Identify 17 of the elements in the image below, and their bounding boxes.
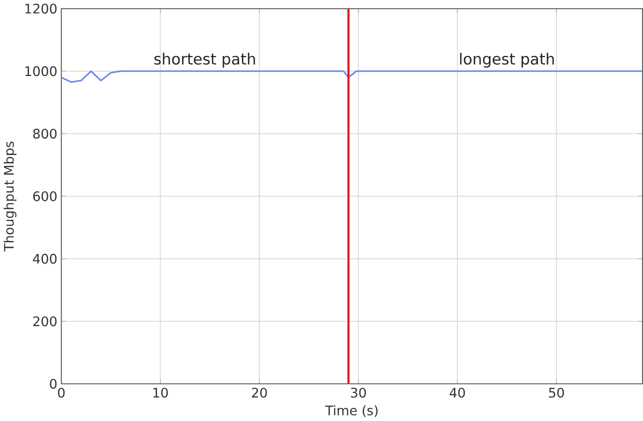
y-tick-label: 1000 xyxy=(25,66,57,76)
x-axis-title: Time (s) xyxy=(325,405,378,418)
y-tick-label: 1200 xyxy=(25,4,57,14)
y-tick-label: 200 xyxy=(33,316,57,326)
x-tick-label: 30 xyxy=(351,388,366,398)
annotation: shortest path xyxy=(154,52,255,68)
x-tick-label: 40 xyxy=(450,388,465,398)
y-tick-label: 0 xyxy=(50,379,57,390)
x-tick-label: 0 xyxy=(58,388,65,398)
y-axis-title: Thoughput Mbps xyxy=(4,142,16,252)
x-tick-label: 10 xyxy=(153,388,168,398)
x-tick-label: 50 xyxy=(549,388,564,398)
y-tick-label: 800 xyxy=(33,128,57,139)
y-tick-label: 400 xyxy=(32,254,57,264)
annotation: longest path xyxy=(460,52,554,68)
y-tick-label: 600 xyxy=(33,191,57,202)
x-tick-label: 20 xyxy=(252,388,267,398)
